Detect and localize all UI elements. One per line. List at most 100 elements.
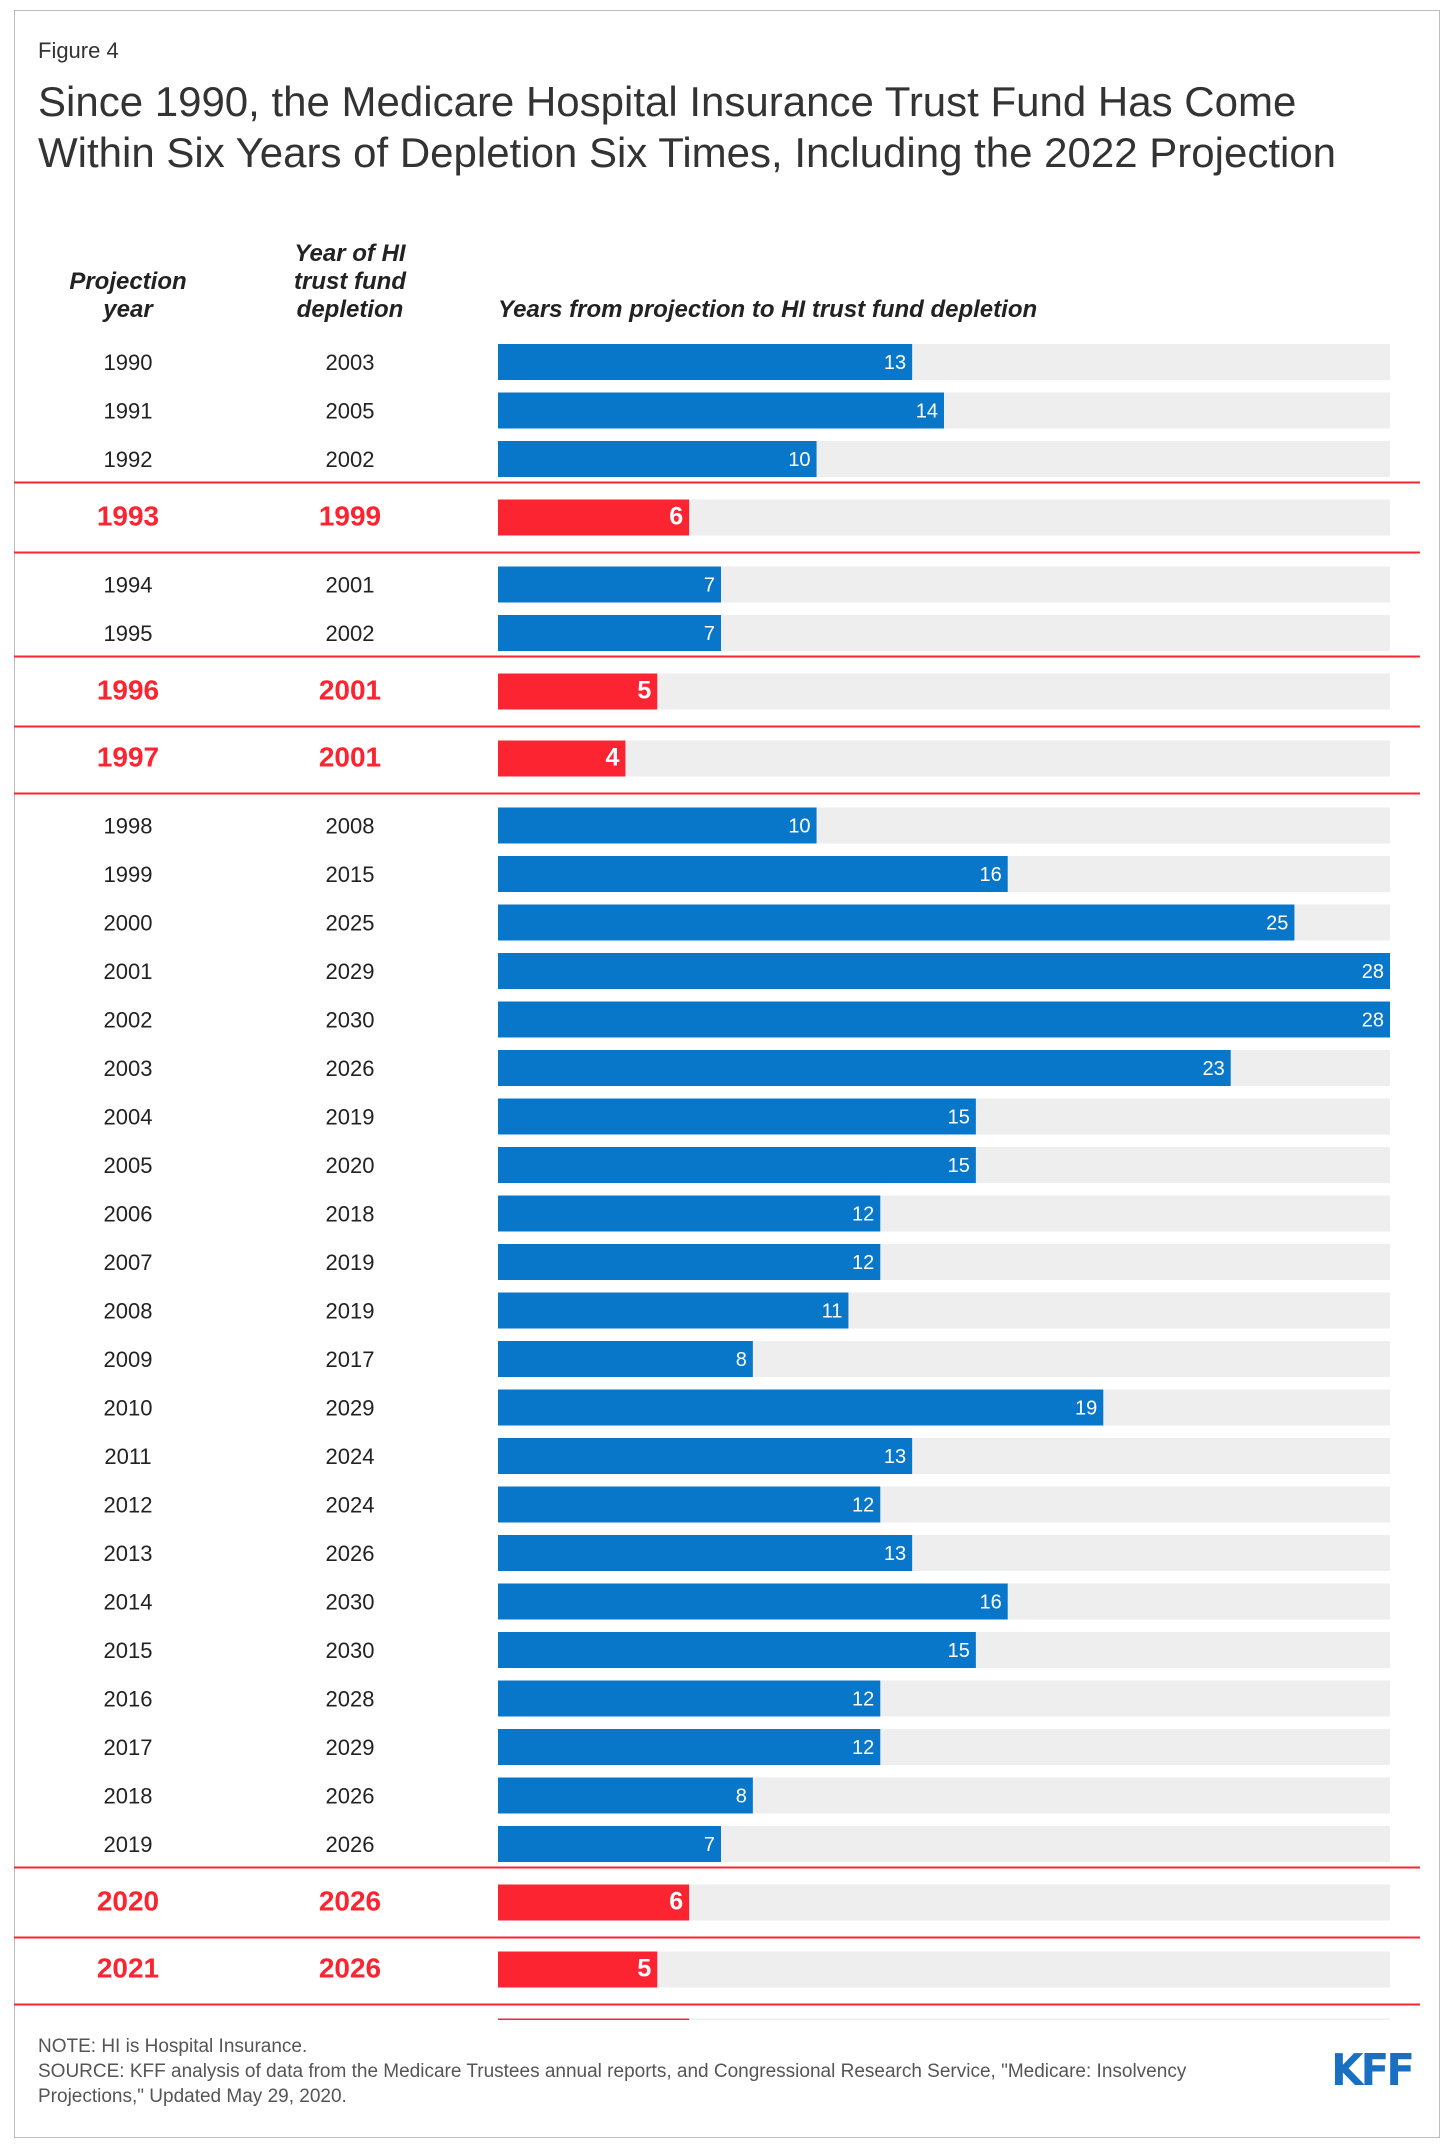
bar	[498, 1632, 976, 1668]
depletion-year-header: Year of HI trust fund depletion	[294, 240, 406, 323]
bar	[498, 2018, 690, 2020]
projection-year-label: 2017	[104, 1735, 153, 1760]
depletion-year-label: 2026	[319, 1886, 381, 1917]
bar-value-label: 23	[1202, 1058, 1224, 1080]
kff-logo: KFF	[1330, 2045, 1415, 2096]
bar-value-label: 28	[1362, 1010, 1384, 1032]
depletion-year-label: 2018	[326, 1202, 375, 1227]
bar	[498, 740, 626, 777]
bar	[498, 499, 690, 536]
depletion-year-label: 2001	[319, 675, 381, 706]
bar	[498, 1195, 881, 1232]
depletion-year-label: 2024	[326, 1493, 375, 1518]
depletion-year-label: 2029	[326, 959, 375, 984]
bar	[498, 1951, 658, 1988]
projection-year-label: 2021	[97, 1953, 159, 1984]
projection-year-label: 1994	[104, 573, 153, 598]
bar	[498, 1884, 690, 1921]
bar-value-label: 8	[736, 1786, 747, 1808]
bar-track	[498, 740, 1390, 777]
projection-year-label: 2004	[104, 1105, 153, 1130]
bar-value-label: 28	[1362, 961, 1384, 983]
depletion-year-label: 2019	[326, 1105, 375, 1130]
bar	[498, 1147, 976, 1183]
depletion-year-label: 2003	[326, 350, 375, 375]
bar	[498, 1341, 753, 1377]
depletion-year-label: 2026	[326, 1056, 375, 1081]
bar-value-label: 16	[979, 1592, 1001, 1614]
projection-year-label: 2012	[104, 1493, 153, 1518]
depletion-year-label: 2002	[326, 447, 375, 472]
depletion-year-label: 1999	[319, 501, 381, 532]
bar-value-label: 13	[884, 1446, 906, 1468]
bar-value-label: 12	[852, 1689, 874, 1711]
bar	[498, 1292, 849, 1329]
chart-title: Since 1990, the Medicare Hospital Insura…	[38, 78, 1337, 176]
bar-value-label: 12	[852, 1252, 874, 1274]
projection-year-label: 2010	[104, 1396, 153, 1421]
bar-axis-header: Years from projection to HI trust fund d…	[498, 296, 1038, 323]
bar-value-label: 11	[822, 1301, 843, 1323]
bar-value-label: 14	[916, 401, 938, 423]
bar-value-label: 16	[979, 864, 1001, 886]
depletion-year-label: 2020	[326, 1153, 375, 1178]
projection-year-label: 2006	[104, 1202, 153, 1227]
projection-year-label: 2019	[104, 1832, 153, 1857]
bar-value-label: 4	[606, 744, 620, 772]
projection-year-label: 1993	[97, 501, 159, 532]
projection-year-label: 1996	[97, 675, 159, 706]
depletion-year-label: 2019	[326, 1250, 375, 1275]
bar	[498, 1777, 753, 1814]
bar-value-label: 5	[637, 677, 651, 705]
bar-value-label: 6	[669, 1888, 683, 1916]
figure-frame	[14, 10, 1440, 2138]
bar-value-label: 13	[884, 1543, 906, 1565]
bar-value-label: 10	[788, 449, 810, 471]
projection-year-label: 1998	[104, 814, 153, 839]
bar	[498, 1050, 1231, 1086]
depletion-year-label: 2019	[326, 1299, 375, 1324]
bar-value-label: 19	[1075, 1398, 1097, 1420]
projection-year-label: 1995	[104, 621, 153, 646]
bar-value-label: 12	[852, 1737, 874, 1759]
bar-value-label: 15	[948, 1107, 970, 1129]
projection-year-label: 2018	[104, 1784, 153, 1809]
projection-year-label: 1991	[104, 399, 153, 424]
bar	[498, 1535, 913, 1571]
depletion-year-label: 2030	[326, 1638, 375, 1663]
projection-year-label: 2016	[104, 1687, 153, 1712]
depletion-year-label: 2029	[326, 1396, 375, 1421]
bar	[498, 1438, 913, 1474]
bar-value-label: 7	[704, 623, 715, 645]
projection-year-label: 2002	[104, 1008, 153, 1033]
depletion-year-label: 2008	[326, 814, 375, 839]
bar	[498, 1389, 1104, 1426]
depletion-year-label: 2026	[326, 1832, 375, 1857]
depletion-year-label: 2026	[326, 1784, 375, 1809]
depletion-year-label: 2028	[319, 2020, 381, 2021]
projection-year-label: 1990	[104, 350, 153, 375]
depletion-year-label: 2025	[326, 911, 375, 936]
projection-year-label: 1992	[104, 447, 153, 472]
bar	[498, 904, 1295, 941]
bar	[498, 1486, 881, 1523]
footnote: NOTE: HI is Hospital Insurance. SOURCE: …	[38, 2034, 1288, 2109]
depletion-year-label: 2030	[326, 1008, 375, 1033]
bar-value-label: 8	[736, 1349, 747, 1371]
projection-year-label: 2014	[104, 1590, 153, 1615]
bar-value-label: 13	[884, 352, 906, 374]
bar	[498, 1583, 1008, 1620]
bar	[498, 1001, 1390, 1038]
bar	[498, 1244, 881, 1280]
bar-chart: 13 1990 2003 14 1991 2005 10 1992 2002 6 1993 1999 7…	[14, 344, 1420, 2021]
projection-year-label: 2000	[104, 911, 153, 936]
projection-year-label: 2015	[104, 1638, 153, 1663]
projection-year-label: 2022	[97, 2020, 159, 2021]
projection-year-label: 2009	[104, 1347, 153, 1372]
bar	[498, 1826, 721, 1862]
depletion-year-label: 2001	[326, 573, 375, 598]
bar	[498, 615, 721, 651]
projection-year-label: 2007	[104, 1250, 153, 1275]
projection-year-label: 2008	[104, 1299, 153, 1324]
projection-year-label: 2005	[104, 1153, 153, 1178]
